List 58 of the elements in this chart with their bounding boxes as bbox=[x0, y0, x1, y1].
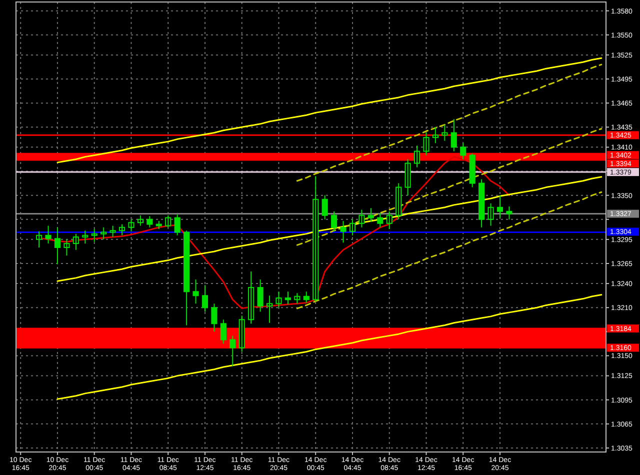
candlestick bbox=[386, 210, 392, 230]
candlestick bbox=[184, 230, 190, 326]
candlestick bbox=[174, 214, 180, 236]
candlestick bbox=[349, 218, 356, 236]
candlestick bbox=[156, 220, 162, 230]
candlestick bbox=[478, 178, 485, 228]
candlestick bbox=[469, 153, 476, 188]
candlestick bbox=[248, 271, 254, 324]
line-series bbox=[296, 64, 602, 182]
candlestick bbox=[396, 182, 402, 220]
line-series bbox=[296, 191, 602, 310]
candlestick bbox=[312, 176, 319, 302]
candlestick bbox=[238, 315, 245, 352]
candlestick bbox=[118, 224, 126, 236]
candlestick bbox=[128, 218, 134, 232]
candlestick bbox=[257, 279, 264, 312]
candlestick bbox=[460, 142, 466, 160]
candlestick bbox=[284, 291, 291, 305]
candlestick bbox=[137, 214, 144, 226]
candlestick bbox=[266, 295, 273, 324]
candlestick bbox=[165, 214, 172, 228]
line-series bbox=[56, 294, 602, 400]
candlestick bbox=[45, 225, 52, 244]
candlestick bbox=[72, 233, 79, 250]
candlestick bbox=[331, 210, 338, 232]
candlestick bbox=[91, 228, 98, 242]
candlestick bbox=[220, 319, 226, 344]
candlestick bbox=[100, 226, 107, 240]
candlestick bbox=[82, 230, 88, 244]
candlestick bbox=[450, 118, 457, 152]
line-series bbox=[56, 176, 602, 282]
candlestick bbox=[322, 194, 328, 220]
candlestick bbox=[442, 124, 448, 142]
candlestick bbox=[276, 291, 282, 308]
candlestick bbox=[423, 132, 430, 156]
candlestick bbox=[506, 206, 512, 220]
candlestick bbox=[404, 158, 411, 196]
candlestick bbox=[54, 226, 61, 265]
candlestick bbox=[340, 220, 346, 244]
candlestick bbox=[432, 126, 438, 144]
candlestick bbox=[303, 291, 310, 304]
candlestick bbox=[64, 238, 70, 256]
candlestick bbox=[192, 279, 199, 304]
candlestick bbox=[358, 209, 365, 228]
candlestick bbox=[414, 145, 420, 168]
candlestick bbox=[488, 202, 494, 226]
candlestick bbox=[294, 292, 300, 304]
candlestick bbox=[36, 230, 42, 248]
candlestick bbox=[202, 284, 208, 312]
candlestick bbox=[377, 212, 384, 228]
line-series bbox=[296, 128, 602, 246]
candlestick bbox=[496, 194, 504, 218]
candlestick bbox=[211, 303, 218, 332]
candlestick bbox=[110, 225, 116, 238]
candlestick bbox=[146, 216, 153, 228]
candlestick bbox=[230, 335, 236, 367]
line-series bbox=[56, 57, 602, 164]
candlestick bbox=[368, 208, 374, 222]
